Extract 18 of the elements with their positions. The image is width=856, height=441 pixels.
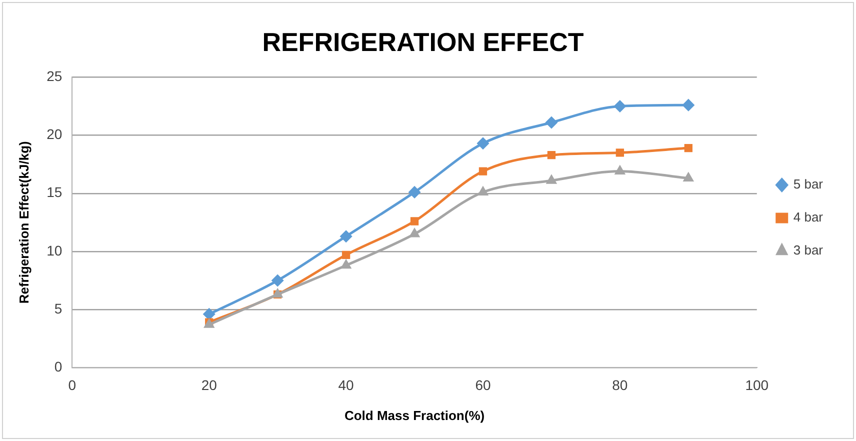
y-axis-title: Refrigeration Effect(kJ/kg) bbox=[16, 141, 32, 304]
x-tick-label: 20 bbox=[201, 376, 218, 393]
x-tick-label: 0 bbox=[68, 376, 76, 393]
y-tick-label: 15 bbox=[46, 184, 62, 200]
x-tick-label: 100 bbox=[745, 376, 769, 393]
y-tick-label: 10 bbox=[46, 242, 62, 258]
legend-label: 5 bar bbox=[793, 176, 824, 192]
y-tick-label: 25 bbox=[46, 68, 62, 84]
y-tick-label: 5 bbox=[54, 300, 62, 316]
x-tick-label: 40 bbox=[338, 376, 354, 393]
chart-title: REFRIGERATION EFFECT bbox=[262, 26, 584, 57]
x-tick-label: 60 bbox=[475, 376, 491, 393]
legend-label: 3 bar bbox=[793, 242, 824, 258]
y-tick-label: 0 bbox=[54, 358, 62, 374]
x-tick-label: 80 bbox=[612, 376, 628, 393]
y-tick-label: 20 bbox=[46, 126, 62, 142]
x-axis-title: Cold Mass Fraction(%) bbox=[344, 408, 485, 423]
legend-label: 4 bar bbox=[793, 210, 824, 225]
